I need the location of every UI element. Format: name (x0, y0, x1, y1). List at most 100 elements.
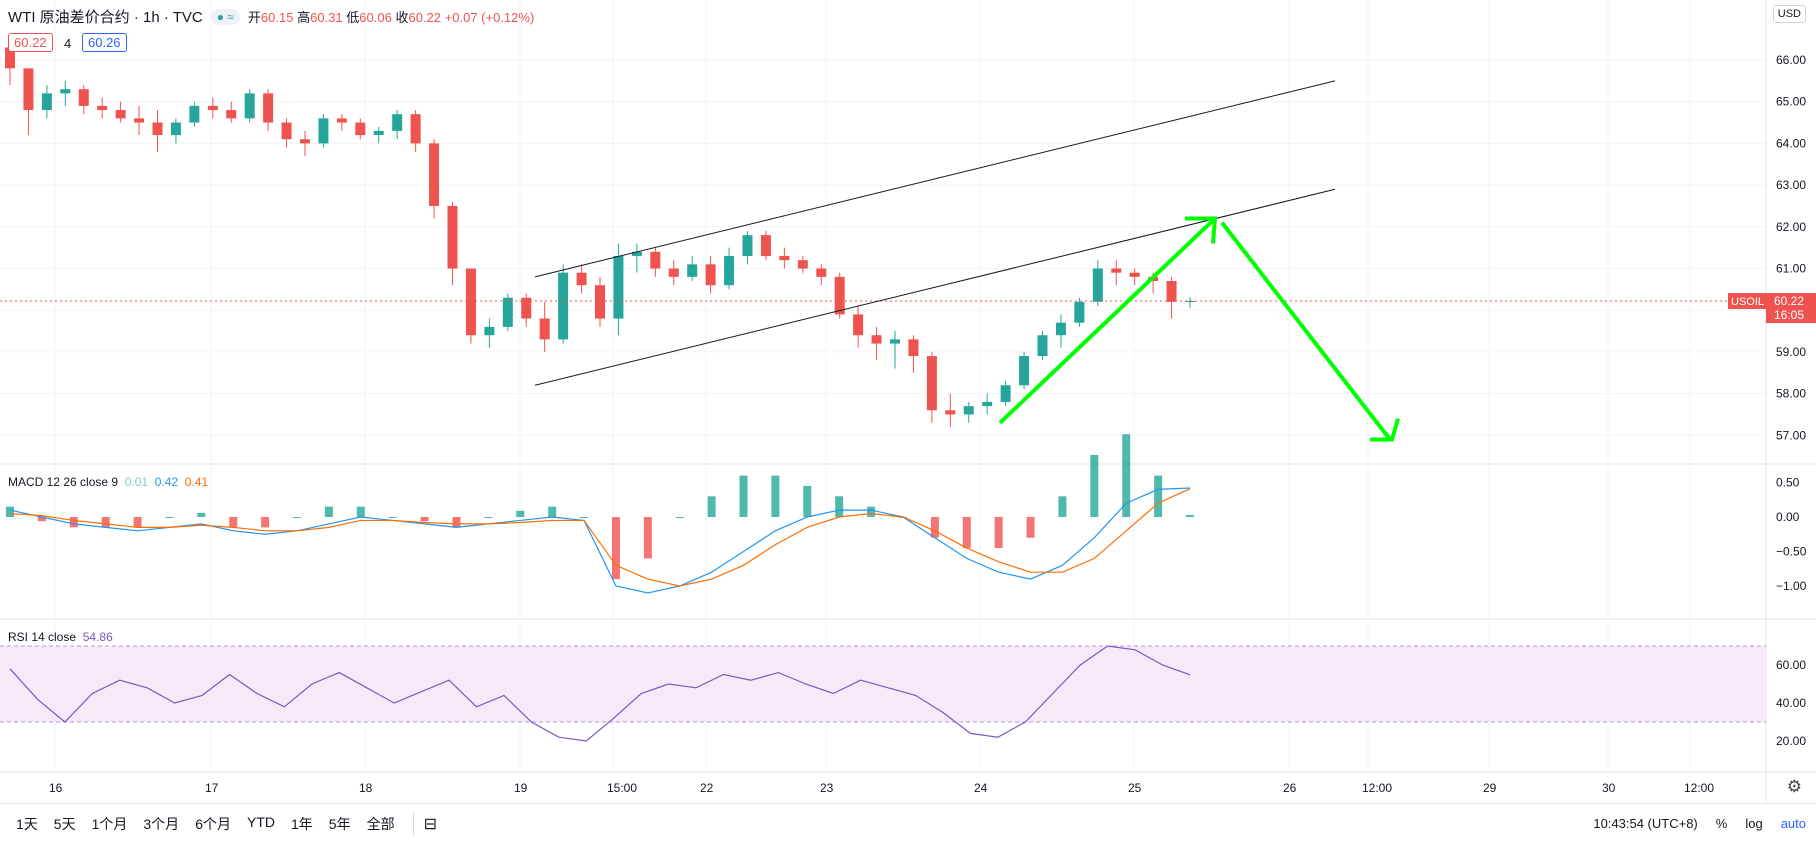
macd-histogram-bar (739, 475, 748, 517)
time-tick-label: 12:00 (1362, 781, 1392, 795)
rsi-tick-label: 60.00 (1776, 658, 1806, 672)
candle-body (134, 118, 145, 123)
auto-button[interactable]: auto (1780, 816, 1806, 831)
candle-body (890, 339, 900, 344)
macd-histogram-bar (420, 517, 429, 522)
macd-histogram-bar (101, 517, 110, 528)
candle-body (631, 251, 642, 256)
range-button-3[interactable]: 3个月 (143, 815, 180, 832)
candle-body (226, 110, 237, 119)
range-button-6[interactable]: 1年 (290, 815, 313, 832)
buy-price-button[interactable]: 60.26 (82, 33, 127, 52)
macd-histogram-bar (6, 506, 14, 517)
candle-body (558, 272, 569, 340)
candle-body (963, 406, 974, 415)
range-button-1[interactable]: 5天 (53, 815, 76, 832)
macd-histogram-bar (229, 517, 238, 528)
candle-body (373, 130, 384, 136)
range-button-5[interactable]: YTD (246, 813, 275, 830)
macd-histogram-bar (388, 517, 397, 518)
bottom-toolbar: 1天 5天 1个月 3个月 6个月 YTD 1年 5年 全部 ⊟ 10:43:54 (UTC+8… (0, 803, 1816, 843)
macd-histogram-bar (1154, 475, 1163, 517)
macd-histogram-bar (994, 517, 1003, 549)
ticker-label: USOIL (1731, 296, 1764, 308)
candle-body (816, 268, 827, 277)
range-button-4[interactable]: 6个月 (195, 815, 231, 832)
macd-histogram-bar (675, 517, 684, 518)
candle-body (521, 297, 532, 319)
candle-body (5, 47, 15, 69)
candle-body (1037, 335, 1048, 357)
candle-body (908, 339, 919, 357)
last-price-tag (1766, 293, 1816, 324)
drawings-layer (534, 80, 1400, 442)
candle-body (392, 114, 403, 131)
rsi-line (9, 645, 1191, 742)
percent-button[interactable]: % (1715, 816, 1728, 831)
candle-body (926, 356, 937, 411)
macd-histogram-bar (707, 496, 716, 517)
price-tick-label: 65.00 (1776, 95, 1806, 109)
rsi-legend: RSI 14 close 54.86 (8, 630, 113, 644)
candle-body (170, 122, 181, 136)
price-tick-label: 58.00 (1776, 387, 1806, 401)
macd-pane (6, 434, 1194, 594)
range-button-0[interactable]: 1天 (16, 815, 38, 832)
log-button[interactable]: log (1745, 816, 1763, 831)
candle-body (484, 326, 495, 336)
macd-histogram-bar (1026, 517, 1035, 538)
candle-body (779, 255, 790, 261)
time-tick-label: 15:00 (607, 781, 637, 795)
candle-body (78, 89, 89, 106)
candle-body (834, 276, 845, 315)
candle-body (1055, 322, 1066, 336)
macd-histogram-bar (197, 512, 206, 517)
currency-button[interactable]: USD (1772, 5, 1806, 23)
candle-body (281, 122, 292, 140)
time-tick-label: 12:00 (1684, 781, 1714, 795)
macd-histogram-bar (293, 517, 302, 518)
range-button-2[interactable]: 1个月 (91, 815, 128, 832)
candle-body (797, 260, 808, 269)
candle-body (336, 118, 347, 123)
symbol-title[interactable]: WTI 原油差价合约 · 1h · TVC (8, 9, 203, 26)
candle-body (207, 105, 218, 111)
macd-histogram-bar (643, 517, 652, 559)
candle-body (576, 272, 587, 286)
range-button-7[interactable]: 5年 (328, 815, 351, 832)
candle-body (1166, 281, 1177, 302)
candle-body (502, 297, 513, 327)
countdown-label: 16:05 (1774, 308, 1804, 322)
macd-histogram-bar (867, 506, 876, 517)
price-axes: 57.00 58.00 59.00 60.00 61.00 62.00 63.00 64.00… (49, 53, 1816, 795)
date-range-icon[interactable]: ⊟ (423, 815, 437, 833)
candle-body (41, 93, 52, 111)
macd-histogram-bar (930, 517, 939, 538)
candle-body (1000, 385, 1011, 402)
ohlc-values: 开60.15 高60.31 低60.06 收60.22 +0.07 (+0.12… (247, 10, 535, 25)
candle-body (60, 89, 71, 94)
clock[interactable]: 10:43:54 (UTC+8) (1593, 816, 1698, 831)
macd-histogram-bar (835, 496, 844, 517)
candle-body (982, 401, 993, 407)
time-tick-label: 29 (1483, 781, 1497, 795)
candle-body (613, 255, 624, 319)
channel-lower-line (534, 188, 1336, 386)
candle-body (429, 143, 440, 206)
candle-body (115, 110, 126, 119)
price-tick-label: 62.00 (1776, 220, 1806, 234)
rsi-pane (0, 645, 1766, 742)
market-status-icon[interactable]: ● ≈ (210, 8, 240, 25)
price-tick-label: 59.00 (1776, 345, 1806, 359)
price-tick-label: 66.00 (1776, 53, 1806, 67)
candle-body (244, 93, 255, 119)
sell-price-button[interactable]: 60.22 (8, 33, 53, 52)
macd-histogram-bar (133, 517, 142, 528)
rsi-tick-label: 20.00 (1776, 734, 1806, 748)
time-tick-label: 26 (1283, 781, 1297, 795)
settings-gear-icon[interactable]: ⚙ (1786, 777, 1802, 796)
macd-histogram-bar (1186, 514, 1194, 517)
range-button-8[interactable]: 全部 (366, 815, 395, 832)
candle-body (465, 268, 476, 336)
